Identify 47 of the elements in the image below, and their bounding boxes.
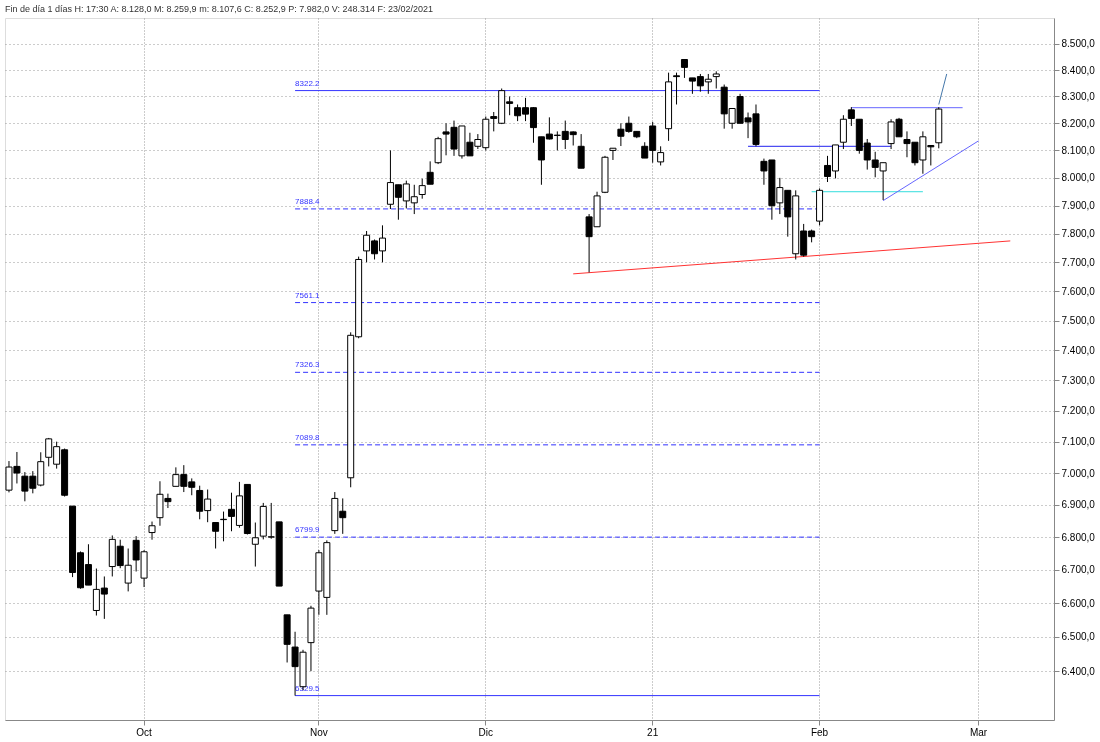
- candlestick: [251, 522, 259, 568]
- y-tick-label: 6.900,0: [1061, 499, 1096, 511]
- y-tick-label: 7.400,0: [1061, 344, 1096, 356]
- y-tick-label: 6.600,0: [1061, 597, 1096, 609]
- y-tick-label: 6.700,0: [1061, 564, 1096, 576]
- candlestick: [426, 160, 434, 185]
- x-tick-label: Oct: [136, 726, 153, 738]
- y-tick-label: 8.400,0: [1061, 64, 1096, 76]
- y-tick-label: 7.900,0: [1061, 200, 1096, 212]
- candlestick: [673, 72, 681, 105]
- y-tick-label: 6.500,0: [1061, 631, 1096, 643]
- y-tick-label: 7.800,0: [1061, 228, 1096, 240]
- candlestick: [148, 521, 156, 541]
- candlestick: [577, 133, 585, 169]
- x-tick-label: 21: [647, 726, 659, 738]
- ref-line-label: 7888.4: [295, 196, 321, 206]
- y-tick-label: 6.400,0: [1061, 665, 1096, 677]
- y-tick-label: 7.500,0: [1061, 315, 1096, 327]
- y-tick-label: 7.600,0: [1061, 285, 1096, 297]
- x-tick-label: Feb: [810, 726, 829, 738]
- ref-line-label: 6799.9: [295, 525, 321, 535]
- y-tick-label: 6.800,0: [1061, 531, 1096, 543]
- y-tick-label: 8.500,0: [1061, 38, 1096, 50]
- y-tick-label: 8.300,0: [1061, 90, 1096, 102]
- ref-line-label: 7326.3: [295, 360, 321, 370]
- y-tick-label: 7.100,0: [1061, 436, 1096, 448]
- chart-title: Fin de día 1 días H: 17:30 A: 8.128,0 M: 8.259,9 m: 8.107,6 C: 8.252,9 P: 7.982,0 V: 248.314 F: 23/02/2021: [5, 4, 433, 14]
- candlestick: [212, 522, 220, 550]
- candlestick: [847, 106, 855, 127]
- x-tick-label: Nov: [310, 726, 328, 738]
- candlestick: [839, 114, 847, 150]
- ref-line-label: 7561.1: [295, 290, 321, 300]
- y-tick-label: 7.300,0: [1061, 374, 1096, 386]
- ref-line-label: 8322.2: [295, 78, 321, 88]
- x-tick-label: Mar: [969, 726, 988, 738]
- candlestick: [657, 145, 665, 166]
- candlestick: [680, 59, 688, 79]
- y-tick-label: 8.200,0: [1061, 117, 1096, 129]
- candlestick: [418, 178, 426, 200]
- y-tick-label: 8.000,0: [1061, 172, 1096, 184]
- y-tick-label: 7.200,0: [1061, 405, 1096, 417]
- y-tick-label: 7.700,0: [1061, 256, 1096, 268]
- ref-line-label: 7089.8: [295, 432, 321, 442]
- y-tick-label: 7.000,0: [1061, 467, 1096, 479]
- candlestick: [609, 147, 617, 161]
- x-tick-label: Dic: [478, 726, 494, 738]
- y-tick-label: 8.100,0: [1061, 144, 1096, 156]
